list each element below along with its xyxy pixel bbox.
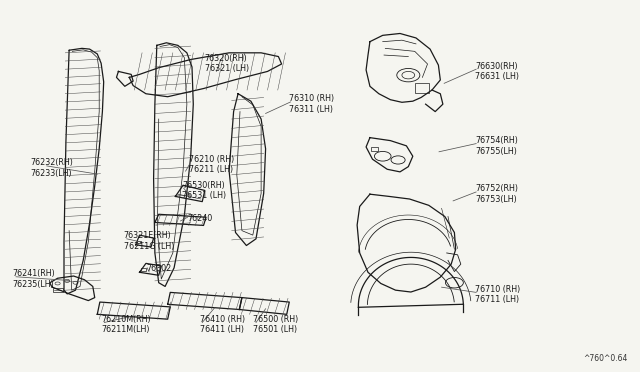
Text: 76752(RH)
76753(LH): 76752(RH) 76753(LH) [475,185,518,204]
Text: 76210 (RH)
76211 (LH): 76210 (RH) 76211 (LH) [189,155,234,174]
Text: 76210M(RH)
76211M(LH): 76210M(RH) 76211M(LH) [101,315,151,334]
Text: 76302: 76302 [147,264,172,273]
Text: 76500 (RH)
76501 (LH): 76500 (RH) 76501 (LH) [253,315,299,334]
Bar [137,241,141,243]
Text: 76410 (RH)
76411 (LH): 76410 (RH) 76411 (LH) [200,315,245,334]
Bar [53,288,63,292]
Text: 76754(RH)
76755(LH): 76754(RH) 76755(LH) [475,136,518,155]
Text: 76241(RH)
76235(LH): 76241(RH) 76235(LH) [13,269,56,289]
Text: 76321E(RH)
76211G (LH): 76321E(RH) 76211G (LH) [124,231,174,251]
Text: ^760^0.64: ^760^0.64 [583,354,627,363]
Text: 76630(RH)
76631 (LH): 76630(RH) 76631 (LH) [475,62,519,81]
Bar [415,83,429,93]
Text: 76240: 76240 [187,214,212,223]
Text: 76320(RH)
76321 (LH): 76320(RH) 76321 (LH) [205,54,249,73]
Bar [141,268,146,271]
Text: 76530(RH)
76531 (LH): 76530(RH) 76531 (LH) [182,181,227,200]
Text: 76710 (RH)
76711 (LH): 76710 (RH) 76711 (LH) [475,285,520,304]
Bar [371,147,378,151]
Text: 76310 (RH)
76311 (LH): 76310 (RH) 76311 (LH) [289,94,335,114]
Text: 76232(RH)
76233(LH): 76232(RH) 76233(LH) [31,158,74,178]
